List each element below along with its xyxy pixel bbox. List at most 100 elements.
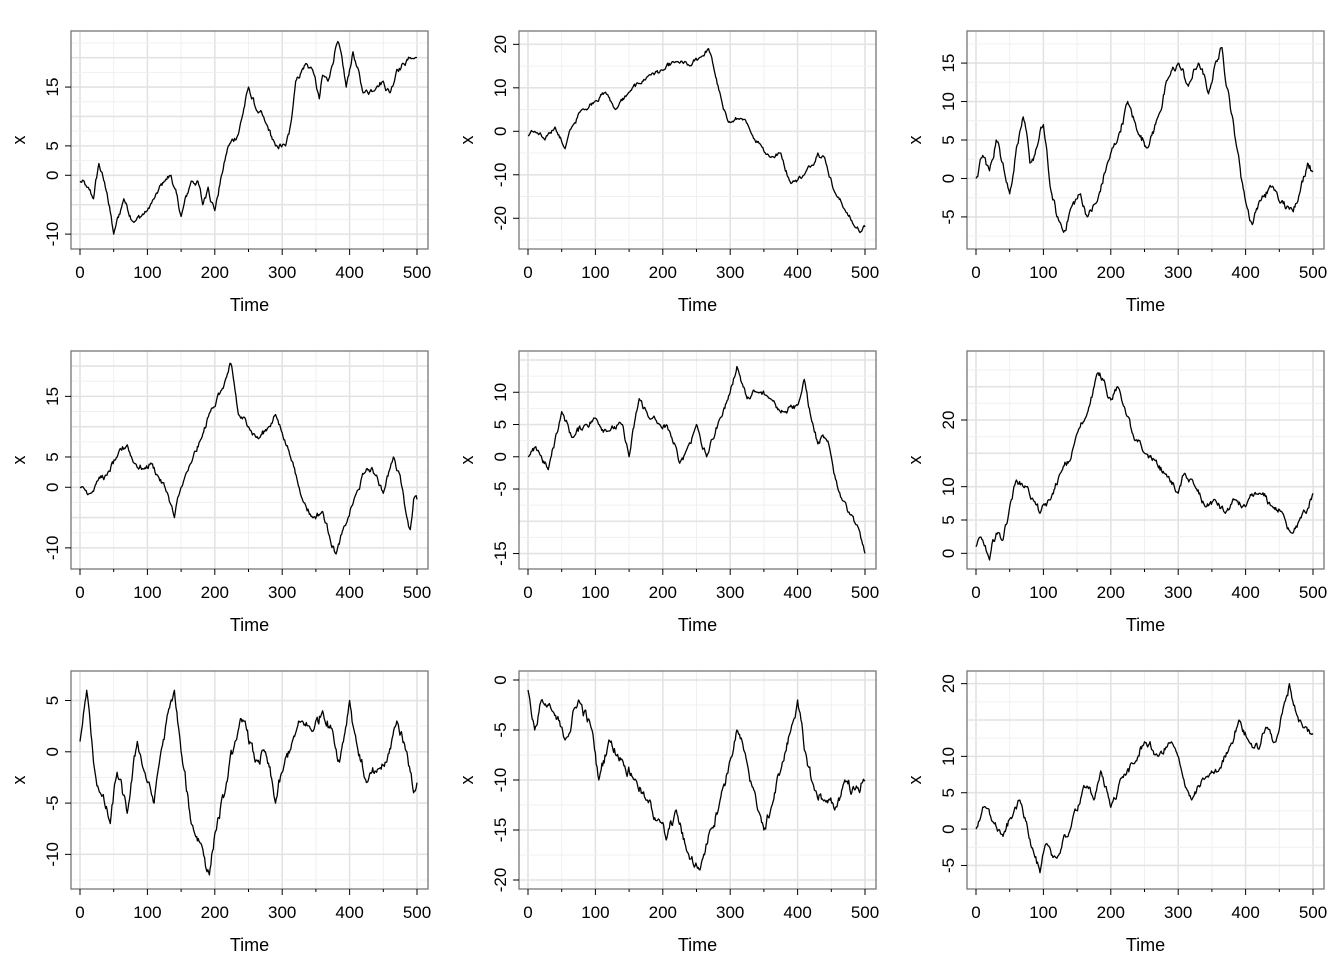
- x-tick-label: 400: [335, 583, 363, 602]
- x-tick-label: 100: [133, 263, 161, 282]
- y-tick-label: 5: [43, 452, 62, 461]
- series-line: [975, 682, 1314, 874]
- y-tick-label: -10: [491, 162, 510, 187]
- y-tick-label: -20: [491, 868, 510, 893]
- series-line: [527, 48, 866, 234]
- y-tick-label: -10: [43, 222, 62, 247]
- y-tick-label: 0: [43, 483, 62, 492]
- x-tick-label: 100: [1029, 263, 1057, 282]
- x-tick-label: 0: [523, 903, 532, 922]
- y-tick-label: 10: [939, 747, 958, 766]
- x-tick-label: 500: [851, 583, 879, 602]
- x-axis-title: Time: [1126, 615, 1165, 635]
- x-axis-title: Time: [230, 615, 269, 635]
- y-axis-title: x: [9, 136, 29, 145]
- x-tick-label: 300: [1164, 263, 1192, 282]
- series-line: [527, 365, 866, 554]
- chart-panel-5: 0 100 200 300 400 500 -15 -5 0 5 10 Time x: [457, 350, 879, 635]
- y-tick-label: 5: [43, 141, 62, 150]
- y-axis-title: x: [905, 456, 925, 465]
- y-tick-label: 15: [43, 78, 62, 97]
- x-tick-label: 0: [523, 583, 532, 602]
- y-tick-label: 0: [491, 675, 510, 684]
- y-tick-label: -10: [43, 842, 62, 867]
- x-tick-label: 300: [716, 263, 744, 282]
- x-tick-label: 300: [1164, 583, 1192, 602]
- y-tick-label: 5: [939, 515, 958, 524]
- y-tick-label: 0: [491, 127, 510, 136]
- x-tick-label: 200: [1097, 263, 1125, 282]
- y-tick-label: -10: [43, 536, 62, 561]
- y-tick-label: -5: [939, 858, 958, 873]
- x-tick-label: 200: [649, 583, 677, 602]
- x-tick-label: 300: [716, 583, 744, 602]
- y-axis-title: x: [457, 136, 477, 145]
- y-tick-label: 0: [43, 747, 62, 756]
- y-tick-label: 10: [491, 78, 510, 97]
- x-tick-label: 400: [335, 263, 363, 282]
- x-tick-label: 200: [201, 903, 229, 922]
- x-tick-label: 300: [1164, 903, 1192, 922]
- plot-frame: [966, 350, 1325, 570]
- y-tick-label: 20: [939, 674, 958, 693]
- x-tick-label: 100: [1029, 903, 1057, 922]
- y-tick-label: 0: [43, 171, 62, 180]
- x-tick-label: 500: [1299, 903, 1327, 922]
- plot-frame: [518, 350, 877, 570]
- x-tick-label: 200: [201, 263, 229, 282]
- y-tick-label: 0: [939, 824, 958, 833]
- x-axis-title: Time: [678, 935, 717, 955]
- chart-panel-2: 0 100 200 300 400 500 -20 -10 0 10 20 Time x: [457, 30, 879, 315]
- series-line: [527, 689, 866, 871]
- plot-frame: [70, 670, 429, 890]
- x-tick-label: 400: [1231, 263, 1259, 282]
- x-tick-label: 500: [403, 263, 431, 282]
- y-tick-label: -10: [491, 768, 510, 793]
- y-axis-title: x: [9, 776, 29, 785]
- x-tick-label: 0: [971, 903, 980, 922]
- plot-frame: [966, 670, 1325, 890]
- chart-panel-4: 0 100 200 300 400 500 -10 0 5 15 Time x: [9, 350, 431, 635]
- x-tick-label: 0: [75, 263, 84, 282]
- x-tick-label: 400: [783, 263, 811, 282]
- y-tick-label: 5: [939, 788, 958, 797]
- y-tick-label: -15: [491, 818, 510, 843]
- series-line: [975, 46, 1314, 233]
- y-tick-label: 5: [43, 696, 62, 705]
- x-tick-label: 500: [1299, 583, 1327, 602]
- x-axis-title: Time: [1126, 935, 1165, 955]
- chart-panel-6: 0 100 200 300 400 500 0 5 10 20 Time x: [905, 350, 1327, 635]
- x-axis-title: Time: [230, 935, 269, 955]
- series-line: [975, 372, 1314, 561]
- x-tick-label: 100: [133, 903, 161, 922]
- y-tick-label: 15: [43, 387, 62, 406]
- x-tick-label: 0: [971, 583, 980, 602]
- chart-panel-8: 0 100 200 300 400 500 -20 -15 -10 -5 0 Time x: [457, 670, 879, 955]
- series-line: [79, 689, 418, 876]
- y-tick-label: 5: [939, 135, 958, 144]
- y-tick-label: -5: [491, 481, 510, 496]
- plot-frame: [518, 30, 877, 250]
- y-tick-label: 0: [491, 452, 510, 461]
- y-tick-label: 10: [939, 477, 958, 496]
- series-line: [79, 40, 418, 235]
- x-tick-label: 500: [851, 903, 879, 922]
- x-axis-title: Time: [230, 295, 269, 315]
- x-tick-label: 300: [268, 583, 296, 602]
- x-tick-label: 500: [403, 903, 431, 922]
- y-tick-label: 5: [491, 420, 510, 429]
- chart-panel-9: 0 100 200 300 400 500 -5 0 5 10 20 Time x: [905, 670, 1327, 955]
- x-tick-label: 200: [1097, 903, 1125, 922]
- x-axis-title: Time: [678, 295, 717, 315]
- y-axis-title: x: [905, 136, 925, 145]
- series-line: [79, 362, 418, 555]
- x-tick-label: 400: [1231, 583, 1259, 602]
- x-tick-label: 200: [649, 903, 677, 922]
- y-tick-label: 20: [939, 411, 958, 430]
- y-tick-label: 20: [491, 35, 510, 54]
- x-tick-label: 400: [783, 903, 811, 922]
- x-tick-label: 300: [716, 903, 744, 922]
- x-tick-label: 500: [403, 583, 431, 602]
- x-tick-label: 200: [201, 583, 229, 602]
